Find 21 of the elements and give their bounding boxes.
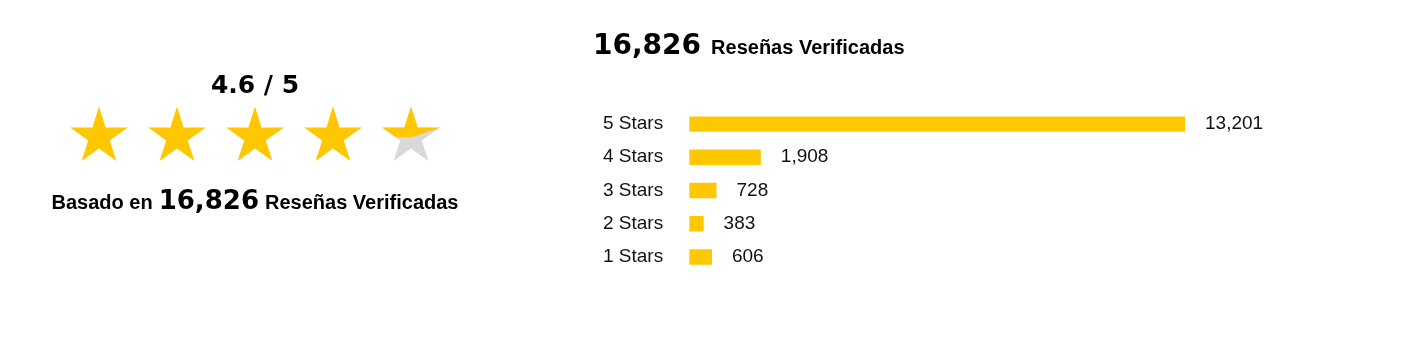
bar xyxy=(689,249,712,265)
text: 16,826 xyxy=(158,185,260,215)
chart-subtitle: Reseñas Verificadas xyxy=(711,36,905,58)
text: Reseñas Verificadas xyxy=(265,191,459,213)
chart-title: 16,826 xyxy=(593,28,702,61)
data-label: 1,908 xyxy=(780,145,829,167)
y-tick-label: 5 Stars xyxy=(602,112,664,134)
y-tick-label: 4 Stars xyxy=(602,145,664,167)
bar xyxy=(689,182,717,199)
y-tick-label: 2 Stars xyxy=(602,211,664,233)
data-label: 606 xyxy=(731,245,764,267)
data-label: 13,201 xyxy=(1205,112,1264,134)
y-tick-label: 3 Stars xyxy=(602,178,664,200)
bar xyxy=(689,116,1185,132)
bar xyxy=(689,216,704,232)
data-label: 383 xyxy=(723,211,756,233)
bar xyxy=(689,149,761,165)
y-tick-label: 1 Stars xyxy=(602,245,664,267)
text: 4.6 / 5 xyxy=(209,70,301,99)
text: Basado en xyxy=(51,191,153,213)
data-label: 728 xyxy=(736,178,769,200)
